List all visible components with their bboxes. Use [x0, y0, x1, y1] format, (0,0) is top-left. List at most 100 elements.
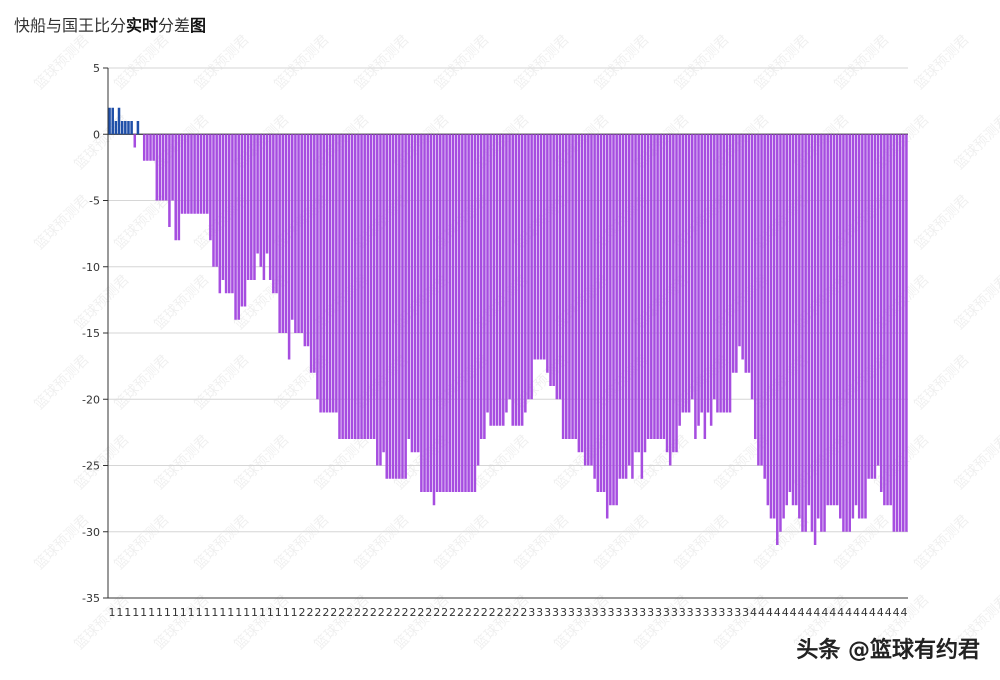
- bar: [794, 134, 798, 506]
- x-tick-label: 3: [718, 606, 725, 619]
- bar: [615, 134, 618, 506]
- watermark-text: 篮球预测君: [392, 592, 453, 653]
- bar-series: [108, 107, 908, 545]
- bar: [451, 134, 455, 492]
- x-tick-label: 3: [679, 606, 686, 619]
- bar: [338, 134, 341, 439]
- bar: [256, 134, 259, 254]
- bar: [653, 134, 656, 439]
- x-tick-label: 4: [821, 606, 828, 619]
- y-tick-label: -5: [89, 195, 100, 208]
- bar: [385, 134, 388, 479]
- bar: [454, 134, 458, 492]
- bar: [640, 134, 644, 479]
- bar: [776, 134, 779, 545]
- y-tick-label: -20: [82, 393, 100, 406]
- bar: [757, 134, 760, 466]
- x-tick-label: 1: [267, 606, 274, 619]
- bar: [413, 134, 417, 453]
- x-tick-label: 2: [338, 606, 345, 619]
- watermark-text: 篮球预测君: [32, 512, 93, 573]
- x-tick-label: 3: [647, 606, 654, 619]
- bar: [892, 134, 896, 532]
- x-tick-label: 3: [576, 606, 583, 619]
- bar: [379, 134, 382, 466]
- bar: [442, 134, 445, 492]
- bar: [309, 134, 313, 373]
- bar: [152, 134, 155, 161]
- bar: [344, 134, 348, 439]
- bar: [306, 134, 310, 347]
- bar: [202, 134, 206, 214]
- x-tick-label: 3: [584, 606, 591, 619]
- bar: [439, 134, 442, 492]
- bar: [360, 134, 363, 439]
- bar: [303, 134, 307, 347]
- watermark-text: 篮球预测君: [112, 192, 173, 253]
- watermark-text: 篮球预测君: [672, 32, 733, 93]
- bar: [879, 134, 883, 492]
- bar: [187, 134, 190, 214]
- bar: [190, 134, 193, 214]
- x-tick-label: 4: [837, 606, 844, 619]
- bar: [798, 134, 801, 519]
- bar: [728, 134, 732, 413]
- bar: [117, 107, 121, 135]
- x-tick-label: 1: [243, 606, 250, 619]
- bar: [568, 134, 571, 439]
- bar: [221, 134, 225, 280]
- bar: [382, 134, 385, 453]
- bar: [713, 134, 716, 400]
- bar: [401, 134, 404, 479]
- y-tick-label: -15: [82, 327, 100, 340]
- bar: [823, 134, 826, 532]
- bar: [744, 134, 748, 373]
- x-tick-label: 1: [196, 606, 203, 619]
- x-tick-label: 1: [291, 606, 298, 619]
- bar: [253, 134, 256, 280]
- bar: [561, 134, 565, 439]
- bar: [287, 134, 291, 360]
- bar: [842, 134, 845, 532]
- bar: [690, 134, 694, 400]
- chart-title: 快船与国王比分实时分差图: [14, 12, 206, 36]
- watermark-text: 篮球预测君: [952, 432, 1000, 493]
- bar: [725, 134, 729, 413]
- watermark-text: 篮球预测君: [112, 32, 173, 93]
- bar: [495, 134, 499, 426]
- watermark-text: 篮球预测君: [952, 112, 1000, 173]
- bar: [772, 134, 776, 519]
- x-tick-label: 3: [536, 606, 543, 619]
- bar: [785, 134, 788, 506]
- bar: [341, 134, 344, 439]
- bar: [659, 134, 663, 439]
- x-tick-label: 1: [259, 606, 266, 619]
- x-tick-label: 2: [425, 606, 432, 619]
- bar: [142, 134, 146, 161]
- watermark-text: 篮球预测君: [152, 592, 213, 653]
- bar: [542, 134, 546, 360]
- bar: [646, 134, 650, 439]
- bar: [209, 134, 212, 241]
- bar: [505, 134, 508, 413]
- watermark-text: 篮球预测君: [192, 352, 253, 413]
- bar: [895, 134, 899, 532]
- bar: [539, 134, 543, 360]
- bar: [133, 134, 137, 148]
- watermark-text: 篮球预测君: [832, 32, 893, 93]
- x-tick-label: 4: [750, 606, 757, 619]
- bar: [196, 134, 200, 214]
- bar: [527, 134, 530, 400]
- watermark-text: 篮球预测君: [912, 192, 973, 253]
- x-tick-label: 4: [829, 606, 836, 619]
- bar: [826, 134, 829, 506]
- bar: [376, 134, 379, 466]
- watermark-text: 篮球预测君: [32, 32, 93, 93]
- bar: [130, 121, 133, 135]
- bar: [423, 134, 426, 492]
- bar: [404, 134, 407, 479]
- watermark-text: 篮球预测君: [352, 512, 413, 573]
- watermark-text: 篮球预测君: [472, 432, 533, 493]
- watermark-text: 篮球预测君: [712, 592, 773, 653]
- x-tick-label: 3: [742, 606, 749, 619]
